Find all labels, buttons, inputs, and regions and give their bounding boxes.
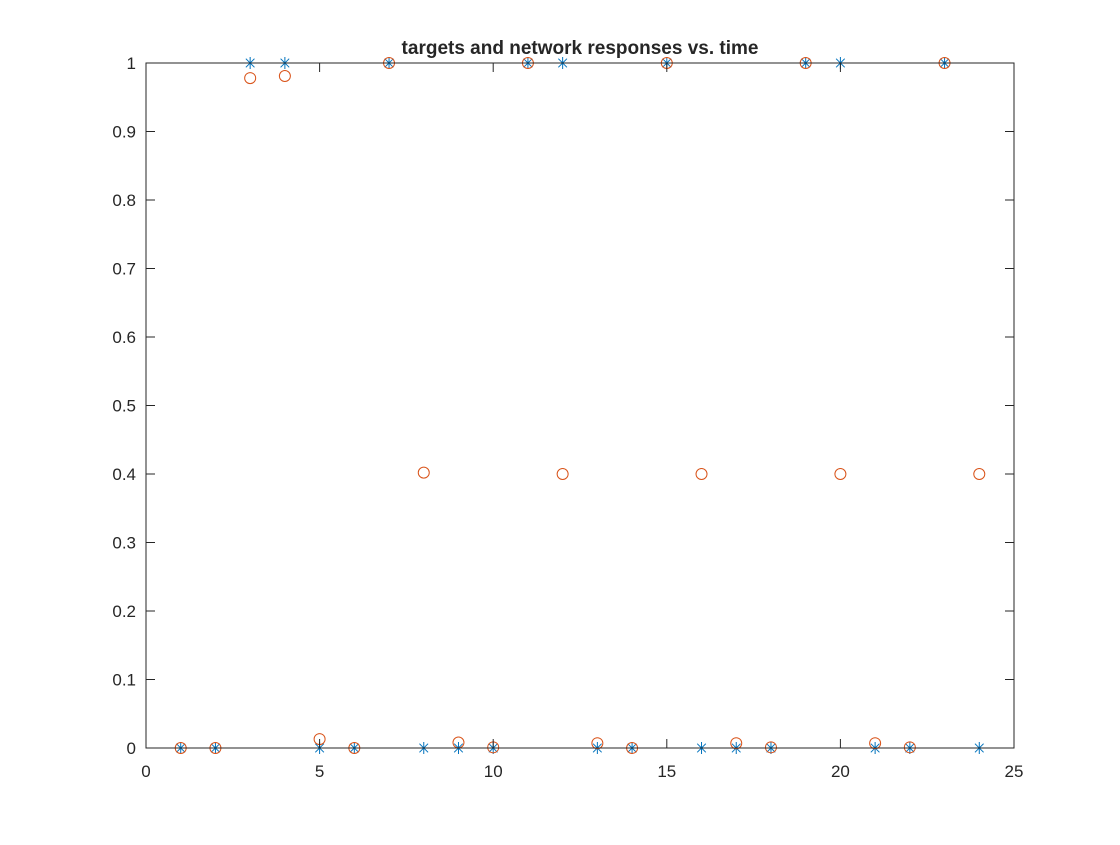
y-tick-label: 0.8 <box>112 191 136 210</box>
circle-point <box>244 72 257 85</box>
circle-point <box>695 468 708 480</box>
y-tick-label: 0.5 <box>112 397 136 416</box>
y-tick-label: 0.2 <box>112 602 136 621</box>
chart-title: targets and network responses vs. time <box>402 38 759 59</box>
circle-point <box>834 468 847 480</box>
circle-point <box>417 466 430 479</box>
y-tick-label: 1 <box>127 54 136 73</box>
circle-point <box>278 70 291 83</box>
y-tick-label: 0 <box>127 739 136 758</box>
x-tick-label: 0 <box>141 762 150 781</box>
y-tick-label: 0.7 <box>112 260 136 279</box>
y-tick-label: 0.6 <box>112 328 136 347</box>
tick-layer: 0 5 10 15 20 25 0 0.1 0.2 0.3 0.4 0.5 0.6 0.7 0.8 0.9 1 <box>112 54 1023 781</box>
circle-point <box>973 468 986 480</box>
y-tick-label: 0.9 <box>112 123 136 142</box>
x-tick-label: 5 <box>315 762 324 781</box>
circle-point <box>591 737 604 750</box>
x-tick-label: 20 <box>831 762 850 781</box>
y-tick-label: 0.1 <box>112 671 136 690</box>
circle-point <box>869 737 882 750</box>
x-tick-label: 10 <box>484 762 503 781</box>
y-tick-label: 0.3 <box>112 534 136 553</box>
circle-point <box>764 741 777 754</box>
circle-point <box>556 468 569 480</box>
circle-point <box>730 737 743 750</box>
circle-point <box>903 741 916 754</box>
y-tick-label: 0.4 <box>112 465 136 484</box>
x-tick-label: 25 <box>1005 762 1024 781</box>
x-tick-label: 15 <box>657 762 676 781</box>
